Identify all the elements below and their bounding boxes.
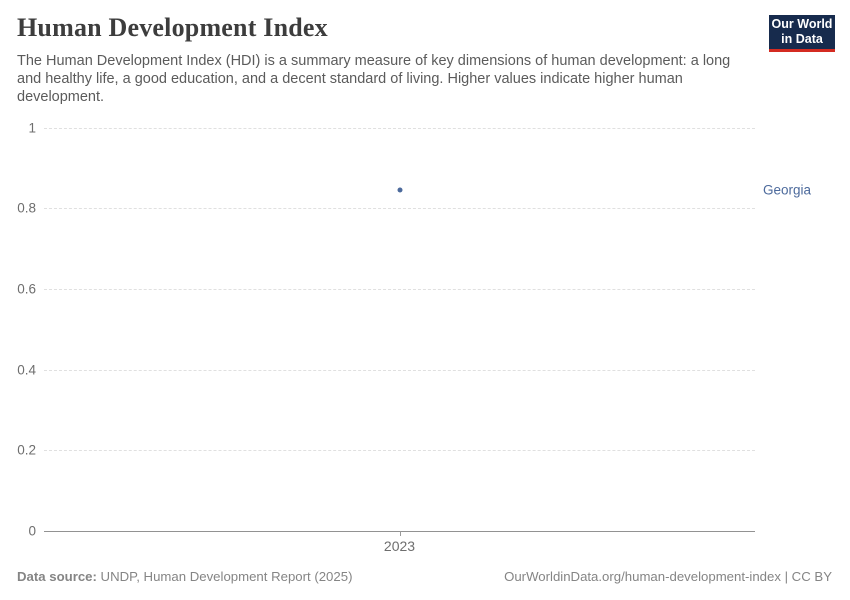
y-gridline (44, 208, 755, 210)
y-axis-tick-label: 0.2 (17, 442, 36, 458)
chart-title: Human Development Index (17, 13, 328, 42)
data-source: Data source: UNDP, Human Development Rep… (17, 569, 352, 585)
owid-url-link[interactable]: OurWorldinData.org/human-development-ind… (504, 569, 832, 584)
y-axis-tick-label: 0.6 (17, 281, 36, 297)
owid-logo-line2: in Data (781, 32, 823, 46)
y-gridline (44, 369, 755, 371)
chart-footer: Data source: UNDP, Human Development Rep… (17, 569, 832, 585)
x-axis-tick (399, 531, 401, 536)
chart-subtitle: The Human Development Index (HDI) is a s… (17, 53, 731, 105)
y-gridline (44, 127, 755, 129)
x-axis-tick-label: 2023 (383, 538, 416, 554)
owid-logo[interactable]: Our World in Data (769, 15, 835, 52)
y-axis-tick-label: 0 (28, 523, 36, 539)
y-gridline (44, 450, 755, 452)
y-axis-tick-label: 0.4 (17, 362, 36, 378)
y-axis-tick-label: 1 (28, 120, 36, 135)
entity-label: Georgia (763, 182, 812, 198)
data-source-label: Data source: (17, 569, 97, 584)
y-axis-tick-label: 0.8 (17, 200, 36, 216)
owid-logo-line1: Our World (771, 17, 833, 31)
data-source-text: UNDP, Human Development Report (2025) (96, 569, 353, 584)
data-point-georgia[interactable] (397, 187, 402, 193)
y-gridline (44, 288, 755, 290)
